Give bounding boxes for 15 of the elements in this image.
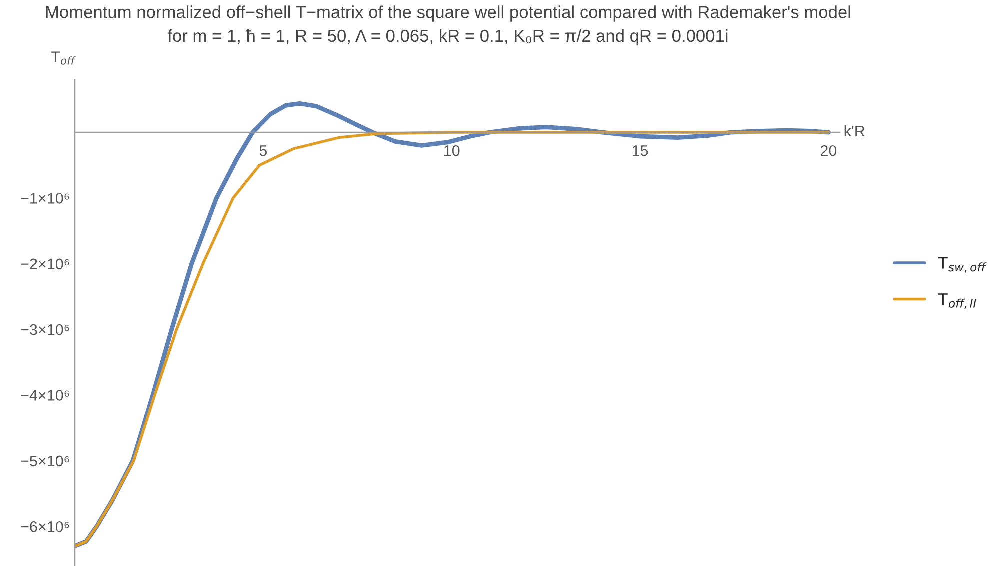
y-tick-label: −4×10⁶ [21,390,70,401]
chart-title: Momentum normalized off−shell T−matrix of the square well potential compared with Rademaker's model for m = 1, ħ = 1, R = 50, Λ = 0.065, kR = 0.1, K₀R = π/2 and qR = 0.0001i [46,6,850,46]
y-tick-label: −1×10⁶ [21,193,70,204]
y-axis-title: T$_{off}$ [51,52,76,65]
x-axis-title: k'R [844,125,865,136]
x-tick-label: 10 [444,145,460,156]
y-tick-label: −2×10⁶ [21,258,70,270]
legend-label: T$_{sw,off}$ [938,257,987,273]
x-tick-label: 15 [632,146,648,156]
y-tick-label: −3×10⁶ [21,324,70,336]
x-tick-label: 5 [260,146,268,156]
y-tick-label: −5×10⁶ [21,456,70,467]
x-tick-label: 20 [820,145,837,156]
y-tick-label: −6×10⁶ [21,521,70,532]
legend-label: T$_{off,II}$ [938,294,976,310]
